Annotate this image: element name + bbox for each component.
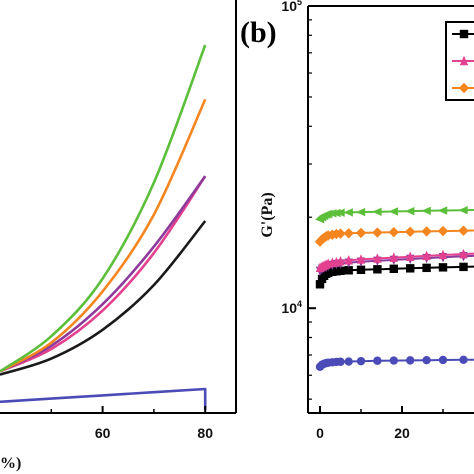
panel-b-series-5-point [336, 357, 345, 366]
panel-b-series-3-point [372, 227, 383, 238]
panel-a: 60 80 %) [0, 0, 237, 472]
panel-b-series-0-point [459, 262, 468, 272]
panel-b-y-tick-label: 105 [281, 0, 302, 14]
panel-b-label: (b) [240, 16, 277, 49]
panel-b-series-2-point [459, 248, 468, 259]
panel-b-series-3-point [405, 226, 416, 237]
panel-b-series-0-point [422, 263, 431, 273]
panel-b-series-0 [315, 262, 474, 289]
panel-b-series-0-point [406, 264, 415, 273]
panel-b-series-2-point [373, 253, 382, 263]
panel-b-series-2-point [344, 255, 353, 265]
panel-b-series-4-point [343, 208, 353, 217]
legend-marker [459, 55, 469, 66]
panel-a-series-0-line [0, 220, 207, 376]
panel-b-series-5-point [406, 356, 415, 365]
panel-b-series-3 [314, 225, 474, 247]
legend-marker [459, 29, 469, 39]
panel-b-series-4-point [372, 207, 382, 216]
panel-b-series-3-point [458, 225, 469, 236]
panel-b-series-5-point [344, 357, 353, 366]
panel-a-x-tick-label: 60 [95, 425, 111, 441]
panel-b-series-2-point [438, 249, 448, 260]
panel-b-series-group [314, 206, 474, 371]
panel-b-series-4-point [323, 209, 333, 219]
panel-b-series-0-point [336, 266, 345, 275]
panel-b-series-0-point [344, 266, 353, 275]
panel-a-x-axis-title: %) [0, 455, 21, 472]
panel-b-series-0-point [389, 264, 398, 274]
panel-b-series-0-point [315, 280, 325, 289]
panel-b-ticks: 0 20 104 105 [281, 0, 444, 441]
panel-a-series-2-line [0, 175, 207, 373]
legend-marker [458, 82, 470, 94]
panel-b-series-4-point [335, 208, 345, 217]
panel-b-x-tick-label: 20 [394, 425, 410, 441]
panel-b-series-5 [315, 355, 474, 371]
panel-b-series-4-point [437, 206, 448, 215]
panel-b-series-5-point [373, 356, 382, 365]
panel-b-series-3-point [335, 228, 346, 239]
panel-b-series-3-point [355, 227, 367, 239]
panel-b-series-2-point [389, 252, 398, 262]
panel-b-series-3-point [388, 226, 399, 238]
panel-b-series-4 [314, 206, 474, 224]
panel-b-series-5-point [356, 356, 366, 366]
panel-b-series-3-point [343, 228, 354, 239]
panel-b-series-2-point [422, 250, 431, 261]
panel-b-series-2 [315, 248, 474, 273]
panel-b-series-4-point [458, 206, 468, 215]
panel-a-series-1-line [0, 387, 207, 410]
panel-b-series-5-point [422, 355, 431, 365]
panel-b: (b) 0 20 104 105 G'(Pa) [240, 0, 474, 441]
panel-b-series-4-point [421, 206, 431, 216]
panel-b-series-4-point [405, 206, 415, 216]
panel-b-x-tick-label: 0 [316, 425, 324, 441]
panel-a-series-group [0, 44, 207, 410]
panel-a-x-ticks: 60 80 [50, 406, 213, 441]
panel-b-series-5-point [459, 355, 468, 364]
panel-b-series-5-point [389, 356, 398, 365]
panel-b-series-3-point [421, 226, 432, 237]
panel-b-series-0-point [356, 265, 366, 274]
panel-a-series-4-line [0, 98, 207, 373]
panel-b-series-4-point [355, 207, 366, 217]
panel-b-series-2-point [336, 256, 345, 266]
panel-b-series-2-point [406, 251, 415, 261]
panel-b-series-0-point [438, 263, 448, 272]
panel-b-series-4-point [327, 209, 337, 218]
panel-b-y-axis-title: G'(Pa) [259, 192, 276, 237]
panel-b-series-3-point [437, 225, 449, 237]
panel-b-y-tick-label: 104 [281, 299, 302, 316]
panel-a-x-tick-label: 80 [197, 425, 213, 441]
panel-b-series-5-point [438, 355, 448, 365]
panel-a-series-5-line [0, 44, 207, 373]
panel-b-series-4-point [388, 207, 398, 216]
panel-b-series-2-point [356, 254, 366, 264]
panel-b-legend [445, 21, 474, 101]
panel-a-series-3-line [0, 175, 207, 373]
panel-b-series-4-point [331, 208, 341, 218]
panel-b-series-0-point [373, 265, 382, 274]
